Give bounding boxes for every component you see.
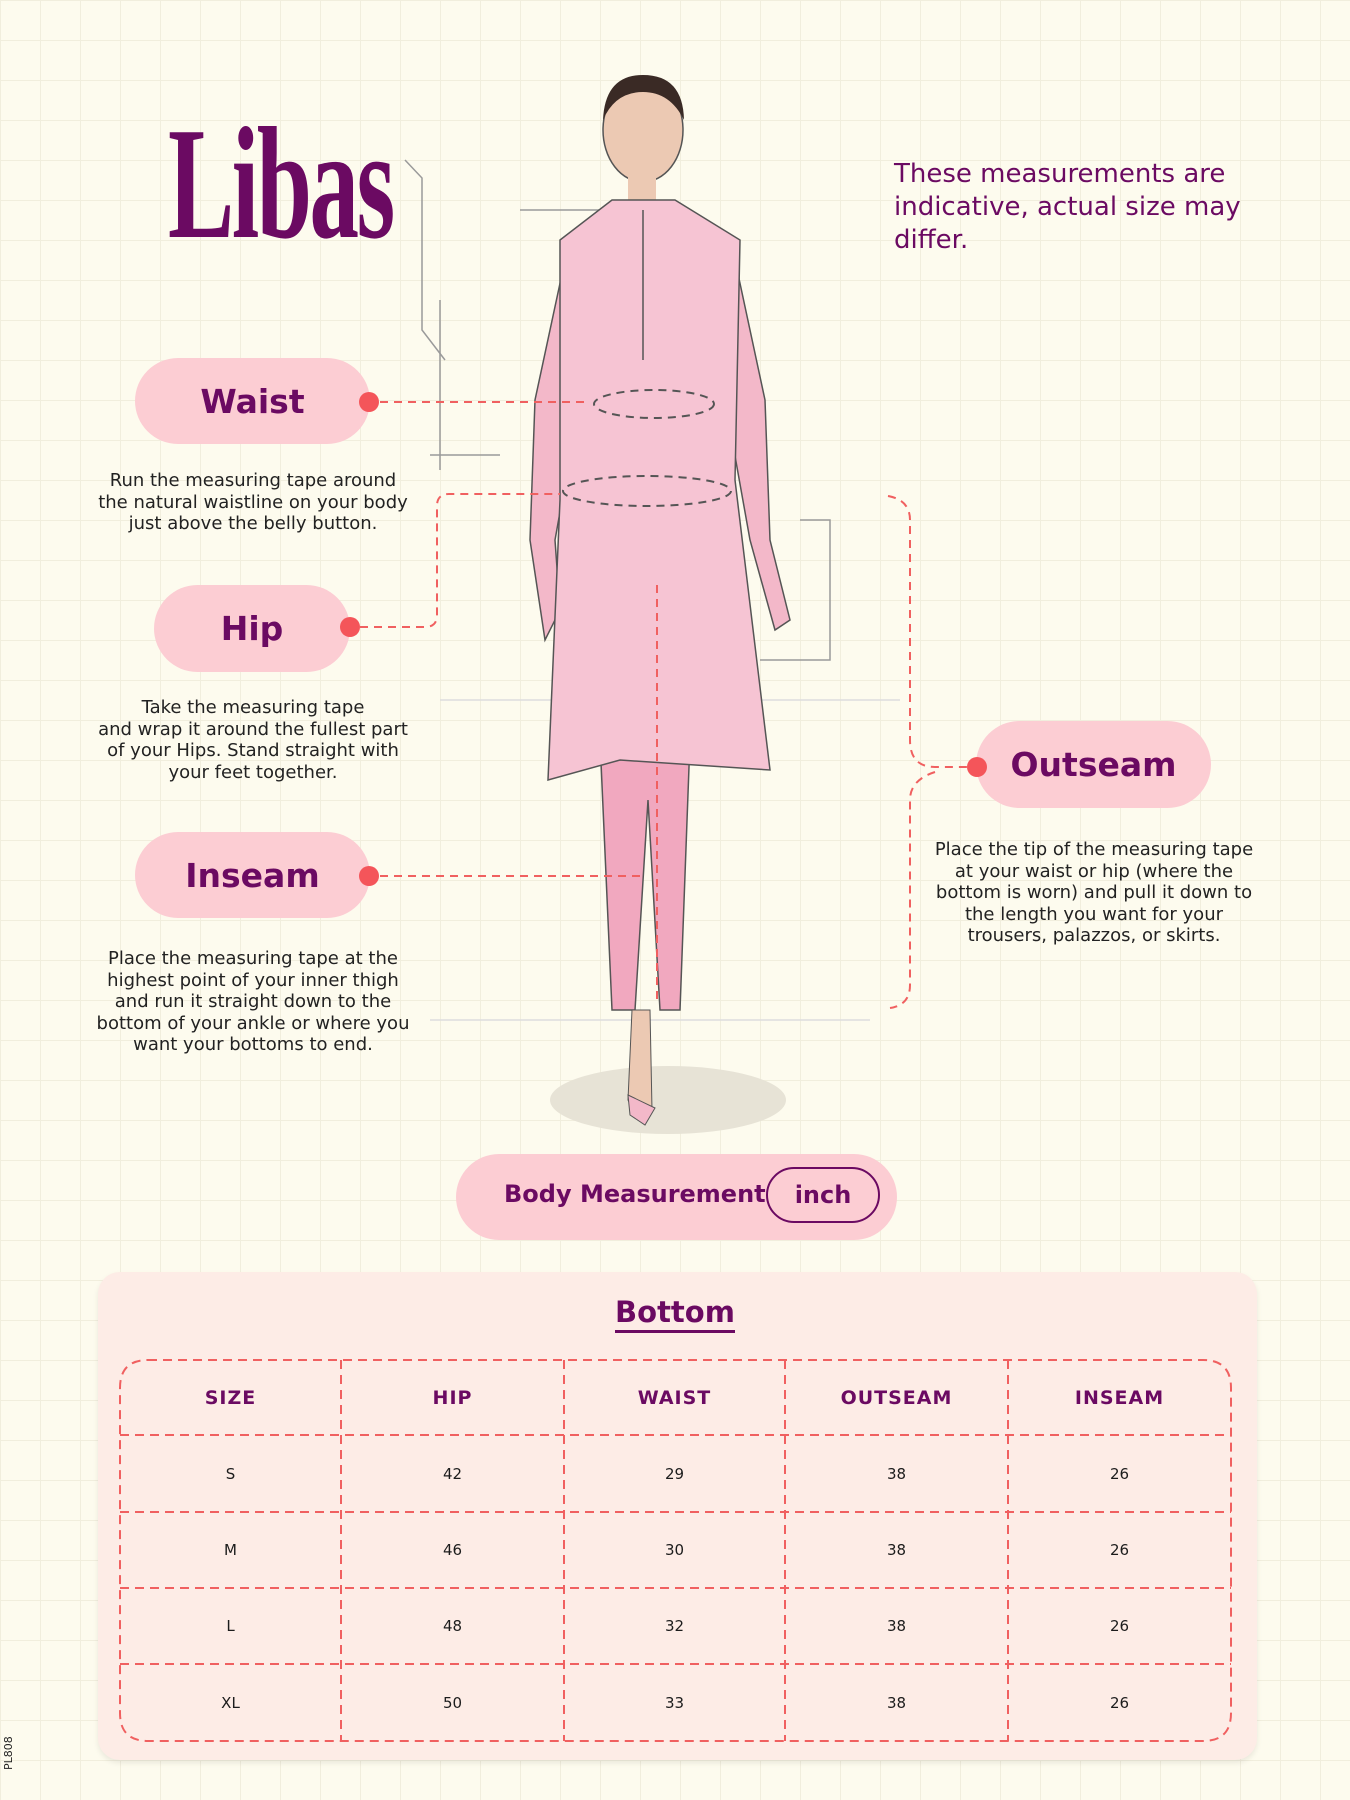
table-cell: 46 xyxy=(442,1541,463,1559)
table-border xyxy=(119,1359,1232,1742)
table-cell: M xyxy=(224,1541,237,1559)
outseam-pill: Outseam xyxy=(976,721,1211,808)
model-illustration xyxy=(360,75,968,1134)
outseam-marker-dot xyxy=(967,757,987,777)
table-cell: 50 xyxy=(442,1693,463,1712)
inseam-description: Place the measuring tape at the highest … xyxy=(96,948,410,1055)
hip-pill: Hip xyxy=(154,585,350,672)
table-cell: S xyxy=(225,1464,236,1483)
waist-description: Run the measuring tape around the natura… xyxy=(98,470,408,534)
disclaimer-note: These measurements are indicative, actua… xyxy=(894,159,1241,255)
table-cell: 38 xyxy=(886,1693,907,1712)
table-cell: 32 xyxy=(664,1617,685,1635)
table-header-cell: HIP xyxy=(432,1386,473,1409)
hip-description: Take the measuring tape and wrap it arou… xyxy=(98,697,408,783)
inseam-marker-dot xyxy=(359,866,379,886)
hip-marker-dot xyxy=(340,617,360,637)
table-cell: 38 xyxy=(886,1464,907,1483)
table-header-cell: OUTSEAM xyxy=(840,1386,953,1409)
table-header-cell: SIZE xyxy=(204,1386,257,1409)
table-cell: 38 xyxy=(886,1541,907,1559)
table-header-cell: INSEAM xyxy=(1074,1386,1165,1409)
waist-guide xyxy=(593,389,715,419)
table-cell: 26 xyxy=(1109,1693,1130,1712)
kurta xyxy=(547,199,771,781)
table-cell: L xyxy=(226,1617,235,1635)
libas-logo: Libas xyxy=(168,94,395,272)
outseam-description: Place the tip of the measuring tape at y… xyxy=(934,839,1254,946)
size-chart-card xyxy=(98,1272,1257,1760)
floor-shadow xyxy=(550,1066,786,1134)
table-cell: 38 xyxy=(886,1617,907,1635)
table-cell: 26 xyxy=(1109,1464,1130,1483)
table-cell: 48 xyxy=(442,1617,463,1635)
table-cell: XL xyxy=(221,1693,240,1712)
size-chart-title-text: Bottom xyxy=(615,1295,735,1333)
table-header-cell: WAIST xyxy=(637,1386,712,1409)
hip-guide xyxy=(562,475,732,507)
unit-toggle[interactable]: inch xyxy=(766,1167,880,1223)
size-chart-title: Bottom xyxy=(0,1295,1350,1333)
table-cell: 26 xyxy=(1109,1617,1130,1635)
body-measurement-label: Body Measurement xyxy=(504,1180,766,1208)
outseam-leader-top xyxy=(887,495,968,768)
inseam-pill: Inseam xyxy=(135,832,370,918)
table-cell: 33 xyxy=(664,1693,685,1712)
waist-marker-dot xyxy=(359,392,379,412)
waist-pill: Waist xyxy=(135,358,370,444)
product-code: PL808 xyxy=(2,1736,15,1770)
table-cell: 26 xyxy=(1109,1541,1130,1559)
table-cell: 42 xyxy=(442,1464,463,1483)
table-cell: 30 xyxy=(664,1541,685,1559)
outseam-leader-bottom xyxy=(889,771,936,1009)
table-cell: 29 xyxy=(664,1464,685,1483)
